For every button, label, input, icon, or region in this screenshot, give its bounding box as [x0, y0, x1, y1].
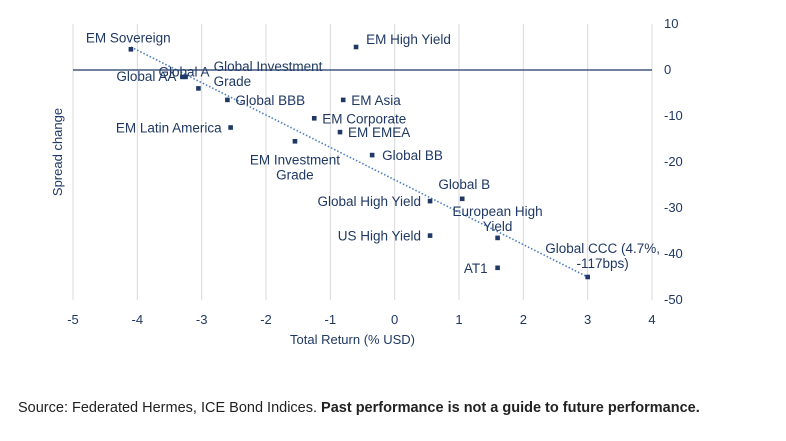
data-point — [427, 233, 433, 238]
data-point — [459, 196, 465, 202]
data-label: EM EMEA — [348, 125, 410, 140]
data-label: European High Yield — [453, 204, 543, 234]
data-label-line: Yield — [483, 219, 513, 234]
data-label-line: European High — [453, 204, 543, 219]
data-label-line: Global B — [438, 177, 490, 192]
data-label-line: Grade — [214, 74, 252, 89]
data-label: AT1 — [464, 261, 488, 276]
data-label: Global Investment Grade — [214, 59, 323, 89]
data-point — [337, 129, 343, 135]
data-label: US High Yield — [338, 229, 421, 244]
data-label-line: EM High Yield — [366, 32, 451, 47]
data-point — [128, 47, 134, 52]
scatter-chart: -5 -4 -3 -2 -1 0 1 2 3 4 100-10-20-30-40-50 EM So… — [50, 16, 683, 347]
data-label: EM Corporate — [322, 111, 406, 126]
x-tick-label: -5 — [67, 312, 79, 327]
data-label: EM High Yield — [366, 32, 451, 47]
data-point — [183, 74, 188, 80]
data-label-line: -117bps) — [577, 256, 629, 271]
x-tick-label: 4 — [648, 312, 655, 327]
data-label: EM Sovereign — [86, 30, 171, 45]
y-tick-label: -20 — [664, 154, 683, 169]
x-tick-label: -2 — [260, 312, 272, 327]
data-label-line: US High Yield — [338, 229, 421, 244]
data-label-line: Grade — [276, 167, 314, 182]
y-tick-label: -10 — [664, 108, 683, 123]
x-axis-ticks: -5 -4 -3 -2 -1 0 1 2 3 4 — [67, 312, 655, 327]
data-label-line: EM Corporate — [322, 111, 406, 126]
data-point — [292, 139, 298, 144]
data-point — [225, 97, 230, 103]
data-point — [180, 74, 185, 80]
data-label: Global AA — [116, 69, 176, 84]
data-points — [128, 44, 590, 280]
data-label-line: Global BB — [382, 148, 443, 163]
data-label: Global B — [438, 177, 490, 192]
data-label: Global A — [158, 64, 209, 79]
data-point — [311, 116, 317, 121]
data-label-line: EM Sovereign — [86, 30, 171, 45]
source-note: Source: Federated Hermes, ICE Bond Indic… — [18, 400, 700, 416]
data-point — [585, 274, 590, 280]
x-tick-label: 2 — [520, 312, 527, 327]
x-tick-label: -3 — [196, 312, 208, 327]
data-point — [196, 86, 201, 91]
data-label-line: Global Investment — [214, 59, 323, 74]
data-label: EM Investment Grade — [250, 152, 340, 182]
y-tick-label: -50 — [664, 292, 683, 307]
y-tick-label: -40 — [664, 246, 683, 261]
data-label-line: AT1 — [464, 261, 488, 276]
data-point — [369, 152, 375, 158]
y-tick-label: 0 — [664, 62, 671, 77]
data-label-line: EM EMEA — [348, 125, 410, 140]
x-tick-label: 3 — [584, 312, 591, 327]
x-tick-label: -4 — [132, 312, 144, 327]
x-tick-label: -1 — [325, 312, 337, 327]
data-label: EM Asia — [351, 93, 401, 108]
data-label: Global CCC (4.7%, -117bps) — [545, 241, 660, 271]
data-point — [495, 265, 500, 271]
x-axis-title: Total Return (% USD) — [290, 332, 415, 347]
data-label-line: Global CCC (4.7%, — [545, 241, 660, 256]
data-point — [427, 198, 433, 204]
data-label-line: EM Investment — [250, 152, 340, 167]
data-label: Global High Yield — [317, 194, 421, 209]
x-tick-label: 1 — [455, 312, 462, 327]
data-label: EM Latin America — [116, 121, 222, 136]
data-label-line: Global BBB — [235, 93, 305, 108]
y-tick-label: 10 — [664, 16, 678, 31]
data-label: Global BB — [382, 148, 443, 163]
data-point — [340, 97, 346, 103]
y-axis-ticks: 10 0 -10 -20 -30 -40 -50 — [664, 16, 683, 307]
data-label-line: Global High Yield — [317, 194, 421, 209]
data-label-line: EM Asia — [351, 93, 401, 108]
data-label-line: Global AA — [116, 69, 176, 84]
data-label-line: EM Latin America — [116, 121, 222, 136]
disclaimer-text: Past performance is not a guide to futur… — [321, 400, 700, 416]
source-text: Source: Federated Hermes, ICE Bond Indic… — [18, 400, 322, 416]
data-point — [353, 44, 359, 50]
data-point — [228, 125, 233, 130]
y-tick-label: -30 — [664, 200, 683, 215]
data-point — [495, 235, 500, 241]
x-tick-label: 0 — [391, 312, 398, 327]
y-axis-title: Spread change — [50, 108, 65, 196]
data-label: Global BBB — [235, 93, 305, 108]
data-label-line: Global A — [158, 64, 209, 79]
trend-line — [130, 46, 589, 278]
